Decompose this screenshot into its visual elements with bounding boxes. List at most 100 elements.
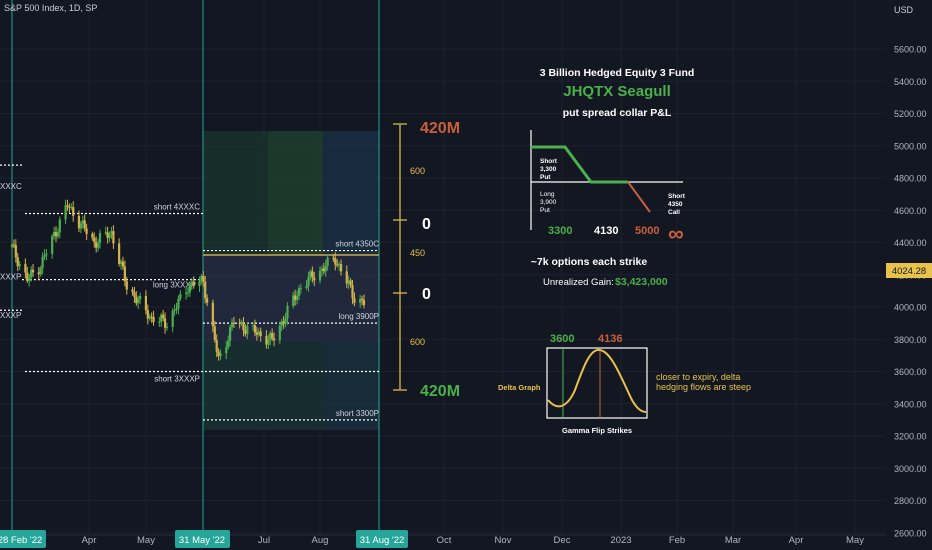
candle-body	[232, 322, 236, 324]
candle-body	[31, 269, 35, 273]
candle-body	[286, 305, 289, 319]
candle-body	[204, 281, 207, 299]
candle-body	[163, 318, 167, 328]
delta-note-1: closer to expiry, delta	[656, 372, 740, 382]
candle-body	[255, 332, 258, 335]
ruler-seg-5: 600	[410, 337, 425, 347]
time-tick-label: May	[846, 535, 864, 546]
time-axis[interactable]: Apr May Jul Aug Oct Nov Dec 2023 Feb Mar Apr May	[82, 535, 865, 546]
price-tick-label: 2800.00	[894, 496, 927, 506]
candle-body	[353, 298, 356, 303]
candle-body	[93, 237, 96, 243]
candle-body	[66, 205, 69, 207]
candle-body	[51, 236, 54, 254]
candle-body	[299, 287, 302, 289]
delta-strike-low: 3600	[550, 333, 574, 345]
date-badges: 28 Feb '22 31 May '22 31 Aug '22	[0, 530, 408, 548]
candle-body	[64, 205, 67, 220]
candle-body	[104, 232, 107, 234]
price-tick-label: 5200.00	[894, 109, 927, 119]
candle-body	[271, 333, 274, 339]
candle-body	[200, 276, 203, 282]
price-tick-label: 5600.00	[894, 45, 927, 55]
candle-body	[292, 295, 295, 306]
candle-body	[227, 340, 230, 348]
candle-body	[146, 310, 149, 319]
candle-body	[244, 330, 247, 334]
delta-note-2: hedging flows are steep	[656, 382, 751, 392]
candle-body	[347, 280, 350, 284]
price-tick-label: 5400.00	[894, 77, 927, 87]
candle-body	[238, 323, 241, 325]
candle-body	[158, 321, 161, 323]
candle-body	[359, 298, 362, 303]
level-label: long 3XXXP	[153, 281, 196, 290]
unrealized-label: Unrealized Gain:	[543, 277, 614, 288]
symbol-title: S&P 500 Index, 1D, SP	[4, 3, 98, 13]
long-put-line-2: 3,900	[540, 199, 557, 206]
candle-body	[269, 333, 272, 340]
unrealized-value: $3,423,000	[615, 276, 668, 288]
left-edge-label: XXXP	[0, 272, 21, 281]
candle-body	[133, 292, 136, 297]
candle-body	[135, 296, 138, 304]
infinity-icon: ∞	[668, 221, 684, 246]
left-edge-label: XXXC	[0, 182, 22, 191]
ruler: 420M 420M 600 0 450 0 600	[393, 120, 460, 400]
candle-body	[18, 263, 21, 267]
delta-left-label: Delta Graph	[498, 383, 541, 392]
candle-body	[360, 298, 364, 301]
currency-label: USD	[894, 5, 914, 15]
candle-body	[253, 325, 257, 333]
candle-body	[362, 300, 366, 306]
candle-body	[10, 244, 14, 248]
candle-body	[91, 233, 94, 238]
candle-body	[70, 207, 73, 209]
last-price-label: 4024.28	[892, 266, 926, 277]
zone-lower-green	[203, 342, 323, 430]
candle-body	[228, 327, 232, 341]
candle-body	[242, 322, 245, 331]
price-tick-label: 2600.00	[894, 528, 927, 538]
level-label: short 3300P	[336, 409, 379, 418]
candle-body	[211, 302, 214, 327]
time-tick-label: Apr	[789, 535, 804, 546]
candle-body	[257, 331, 260, 335]
candle-body	[190, 282, 193, 285]
candle-body	[206, 298, 209, 303]
fund-title: 3 Billion Hedged Equity 3 Fund	[540, 67, 695, 79]
candle-body	[165, 326, 169, 328]
candle-body	[28, 277, 31, 281]
short-call-line-3: Call	[668, 209, 680, 216]
time-tick-label: Aug	[312, 535, 329, 546]
delta-curve	[547, 348, 647, 413]
long-put-line-3: Put	[540, 207, 550, 214]
candle-body	[26, 272, 29, 281]
candle-body	[83, 220, 86, 229]
candle-body	[118, 243, 121, 264]
candle-body	[54, 232, 58, 237]
strike-mid: 4130	[594, 225, 618, 237]
candle-body	[16, 257, 19, 267]
candle-body	[121, 261, 125, 267]
candle-body	[251, 325, 255, 327]
candle-body	[184, 292, 188, 294]
candle-body	[79, 223, 82, 229]
candle-body	[106, 232, 109, 238]
short-call-line-1: Short	[668, 193, 686, 200]
candle-body	[179, 293, 182, 299]
payoff-green-leg	[531, 145, 628, 184]
candle-body	[297, 288, 301, 297]
candle-body	[14, 245, 17, 258]
candle-body	[322, 268, 325, 272]
candle-body	[324, 265, 327, 272]
candle-body	[339, 264, 343, 272]
candle-body	[162, 314, 165, 319]
candle-body	[85, 228, 88, 234]
candle-body	[320, 268, 324, 271]
time-tick-label: Dec	[554, 535, 571, 546]
candle-body	[137, 299, 140, 304]
candle-body	[282, 321, 285, 324]
price-tick-label: 3600.00	[894, 367, 927, 377]
